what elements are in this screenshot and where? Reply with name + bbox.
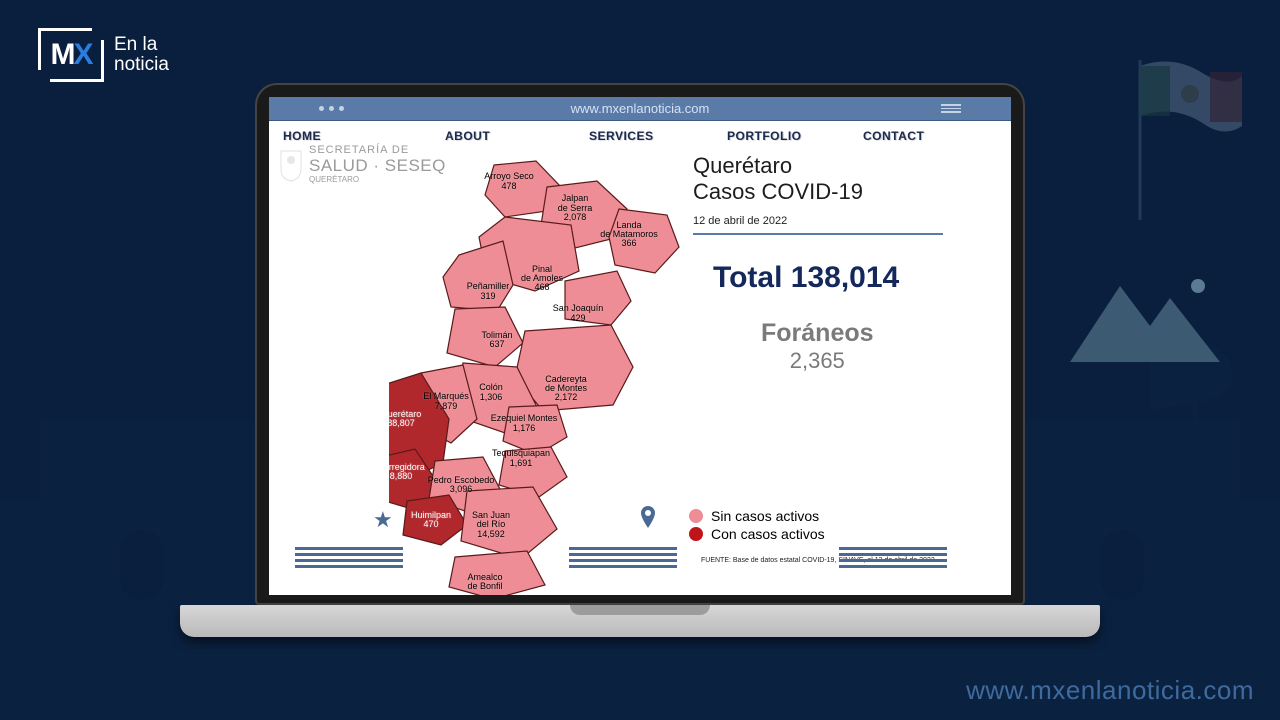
logo-letter-m: M <box>50 38 73 72</box>
queretaro-coat-icon <box>277 147 305 183</box>
foreign-cases: Foráneos 2,365 <box>761 319 874 374</box>
logo-tagline: En la noticia <box>114 35 169 75</box>
nav-portfolio[interactable]: PORTFOLIO <box>727 129 802 143</box>
map-legend: Sin casos activos Con casos activos <box>689 507 825 543</box>
text-placeholder-lines <box>569 544 677 571</box>
legend-dot-no-active <box>689 509 703 523</box>
legend-active: Con casos activos <box>689 525 825 543</box>
laptop-mockup: www.mxenlanoticia.com HOME ABOUT SERVICE… <box>180 83 1100 637</box>
total-cases: Total 138,014 <box>713 261 899 295</box>
star-icon: ★ <box>373 507 393 533</box>
report-title: Casos COVID-19 <box>693 179 943 205</box>
site-logo: MX En la noticia <box>38 28 169 82</box>
watermark-url: www.mxenlanoticia.com <box>966 675 1254 706</box>
mexican-flag-decoration <box>1134 60 1244 220</box>
text-placeholder-lines <box>839 544 947 571</box>
address-bar-url[interactable]: www.mxenlanoticia.com <box>571 101 710 116</box>
nav-services[interactable]: SERVICES <box>589 129 653 143</box>
title-block: Querétaro Casos COVID-19 12 de abril de … <box>693 153 943 235</box>
laptop-screen-bezel: www.mxenlanoticia.com HOME ABOUT SERVICE… <box>255 83 1025 605</box>
text-placeholder-lines <box>295 544 403 571</box>
legend-dot-active <box>689 527 703 541</box>
window-controls[interactable] <box>319 106 344 111</box>
report-date: 12 de abril de 2022 <box>693 215 943 235</box>
hamburger-menu-icon[interactable] <box>941 102 961 115</box>
logo-letter-x: X <box>73 38 91 72</box>
laptop-base <box>180 605 1100 637</box>
nav-contact[interactable]: CONTACT <box>863 129 924 143</box>
browser-window: www.mxenlanoticia.com HOME ABOUT SERVICE… <box>269 97 1011 595</box>
nav-about[interactable]: ABOUT <box>445 129 490 143</box>
state-name: Querétaro <box>693 153 943 179</box>
legend-no-active: Sin casos activos <box>689 507 825 525</box>
logo-mark: MX <box>38 28 104 82</box>
pin-icon <box>639 506 657 533</box>
page-content: SECRETARÍA DE SALUD · SESEQ QUERÉTARO Qu… <box>269 151 1011 595</box>
nav-home[interactable]: HOME <box>283 129 321 143</box>
browser-bar: www.mxenlanoticia.com <box>269 97 1011 121</box>
